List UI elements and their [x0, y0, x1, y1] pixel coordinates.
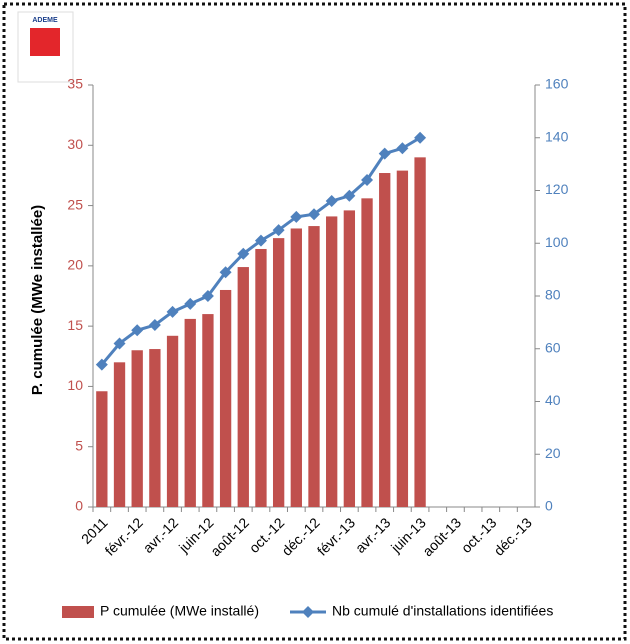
bar [290, 228, 302, 508]
line-marker [343, 189, 356, 202]
y2-tick-label: 0 [545, 498, 553, 514]
line-marker [113, 337, 126, 350]
x-tick-label: août-13 [419, 514, 464, 559]
y2-tick-label: 120 [545, 181, 569, 197]
y-tick-label: 30 [67, 136, 83, 152]
x-tick-label: août-12 [207, 514, 252, 559]
y2-tick-label: 80 [545, 287, 561, 303]
logo-text: ADEME [32, 17, 58, 24]
y-axis-title: P. cumulée (MWe installée) [29, 205, 46, 395]
bar [361, 198, 373, 507]
y-tick-label: 5 [75, 437, 83, 453]
y-tick-label: 15 [67, 317, 83, 333]
bar [113, 362, 126, 507]
legend-marker [302, 606, 314, 618]
line-marker [95, 358, 108, 371]
x-tick-label: avr.-13 [352, 514, 394, 556]
bar [96, 391, 108, 507]
x-tick-label: févr.-12 [102, 514, 146, 558]
y-tick-label: 20 [67, 257, 83, 273]
bar [255, 248, 267, 507]
y2-tick-label: 140 [545, 128, 569, 144]
bar [343, 210, 356, 507]
line-marker [272, 224, 285, 237]
line-marker [414, 131, 427, 144]
bar [414, 157, 426, 508]
x-tick-label: févr.-13 [314, 514, 358, 558]
legend-swatch [62, 606, 94, 618]
line-marker [131, 324, 144, 337]
y-tick-label: 10 [67, 377, 83, 393]
legend-label: Nb cumulé d'installations identifiées [332, 603, 553, 619]
line-marker [254, 234, 267, 247]
line-marker [396, 142, 409, 155]
bar [272, 238, 285, 507]
y2-tick-label: 40 [545, 392, 561, 408]
line-marker [308, 208, 320, 221]
line-marker [166, 305, 179, 318]
line-marker [361, 173, 374, 186]
logo-mark [30, 28, 60, 56]
line-marker [201, 290, 214, 302]
line-marker [237, 247, 250, 260]
line-marker [219, 266, 232, 279]
x-tick-label: déc.-13 [491, 514, 535, 558]
x-tick-label: avr.-12 [140, 514, 182, 556]
line-marker [290, 210, 303, 223]
y2-tick-label: 160 [545, 76, 569, 92]
y-tick-label: 35 [67, 76, 83, 92]
line-marker [184, 297, 197, 310]
bar [396, 170, 409, 507]
bar [326, 216, 338, 507]
bar [379, 173, 391, 507]
y2-tick-label: 60 [545, 339, 561, 355]
y2-tick-label: 20 [545, 445, 561, 461]
bar [131, 350, 143, 507]
line-marker [378, 147, 391, 160]
bar [219, 289, 232, 507]
y-tick-label: 25 [67, 196, 83, 212]
bar [166, 335, 179, 507]
line-marker [325, 195, 338, 208]
legend-label: P cumulée (MWe installé) [100, 603, 259, 619]
y-tick-label: 0 [75, 498, 83, 514]
y2-tick-label: 100 [545, 234, 569, 250]
bar [184, 318, 196, 507]
bar [237, 267, 249, 507]
line-marker [148, 319, 161, 332]
bar [308, 226, 320, 507]
bar [149, 349, 161, 507]
x-tick-label: déc.-12 [278, 514, 322, 558]
bar [202, 314, 214, 507]
